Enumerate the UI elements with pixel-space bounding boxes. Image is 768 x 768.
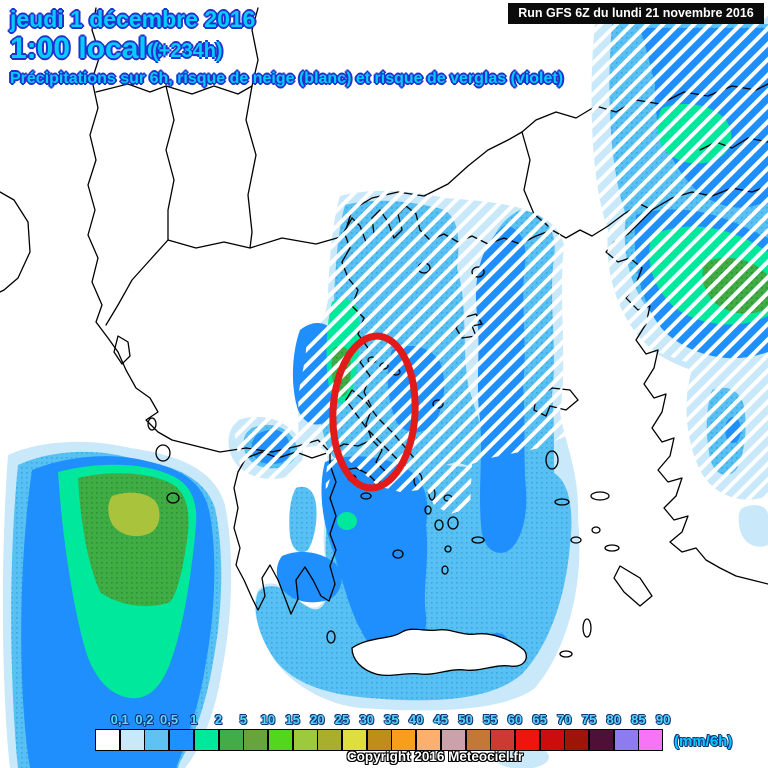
- legend-color-box: [95, 729, 120, 751]
- run-info-badge: Run GFS 6Z du lundi 21 novembre 2016: [508, 3, 764, 24]
- legend-color-box: [267, 729, 293, 751]
- precip-core: [108, 492, 160, 537]
- legend-tick-label: 0,2: [135, 712, 154, 727]
- legend-tick-label: 70: [557, 712, 572, 727]
- legend-tick-label: 20: [310, 712, 325, 727]
- legend-tick-label: 0,1: [110, 712, 129, 727]
- legend-tick-label: 2: [214, 712, 223, 727]
- legend-tick-label: 30: [359, 712, 374, 727]
- legend-tick-label: 75: [581, 712, 597, 727]
- legend-tick-label: 10: [260, 712, 276, 727]
- legend-color-box: [317, 729, 343, 751]
- legend-color-box: [292, 729, 318, 751]
- legend-color-box: [342, 729, 367, 751]
- legend-tick-label: 40: [408, 712, 424, 727]
- legend-color-box: [243, 729, 269, 751]
- legend-tick-label: 85: [631, 712, 646, 727]
- legend-color-box: [564, 729, 590, 751]
- legend-tick-label: 35: [384, 712, 399, 727]
- copyright-text: Copyright 2016 Meteociel.fr: [346, 749, 524, 764]
- legend-color-box: [169, 729, 195, 751]
- legend-tick-label: 0,5: [160, 712, 179, 727]
- legend-color-box: [514, 729, 540, 751]
- forecast-time: 1:00 locale: [10, 32, 164, 65]
- legend-color-box: [416, 729, 442, 751]
- legend-tick-label: 25: [334, 712, 350, 727]
- legend-tick-label: 45: [433, 712, 449, 727]
- legend-color-box: [638, 729, 664, 751]
- legend-color-box: [119, 729, 145, 751]
- forecast-offset: (+234h): [152, 40, 223, 62]
- legend-color-box: [539, 729, 565, 751]
- legend-scale: 0,1 0,2 0,5 1 2 5 10 15 20 25 30 35 40 45 50 55 60 65 70 75…: [95, 712, 715, 757]
- legend-tick-label: 90: [655, 712, 671, 727]
- legend-tick-label: 50: [458, 712, 473, 727]
- legend-tick-label: 5: [239, 712, 247, 727]
- forecast-date: jeudi 1 décembre 2016: [10, 6, 256, 32]
- legend-tick-label: 55: [482, 712, 498, 727]
- legend-color-box: [465, 729, 491, 751]
- map-subtitle: Précipitations sur 6h, risque de neige (…: [10, 70, 564, 87]
- legend-color-box: [366, 729, 392, 751]
- legend-color-box: [193, 729, 219, 751]
- legend-tick-label: 15: [285, 712, 300, 727]
- legend-tick-label: 65: [532, 712, 547, 727]
- legend-tick-label: 80: [606, 712, 621, 727]
- legend-color-box: [589, 729, 614, 751]
- legend-color-box: [490, 729, 516, 751]
- legend-tick-label: 60: [507, 712, 523, 727]
- legend-color-box: [440, 729, 466, 751]
- legend-unit-label: (mm/6h): [674, 733, 733, 750]
- legend-color-box: [613, 729, 639, 751]
- risk-ellipse-annotation: [329, 332, 419, 492]
- legend-color-box: [218, 729, 244, 751]
- legend-color-box: [391, 729, 417, 751]
- legend-tick-label: 1: [190, 712, 198, 727]
- legend-color-box: [144, 729, 170, 751]
